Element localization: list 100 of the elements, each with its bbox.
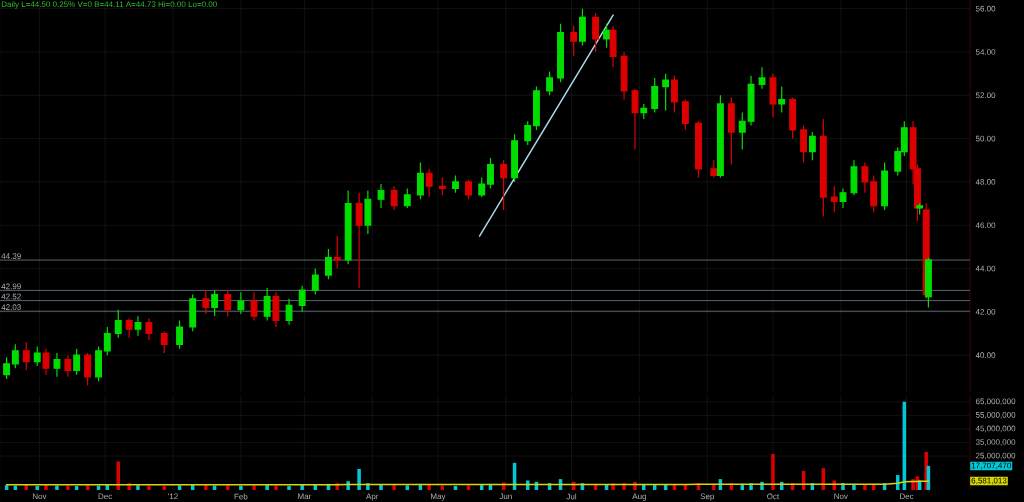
- ref-line-label: 42.52: [1, 293, 21, 300]
- candlestick: [839, 187, 847, 209]
- candlestick: [716, 94, 724, 179]
- chart-title: Daily L=44.50 0.25% V=0 B=44.11 A=44.73 Hi=0.00 Lo=0.00: [1, 1, 217, 9]
- candlestick: [603, 23, 610, 49]
- candlestick: [789, 96, 797, 140]
- y-tick-label: 40.00: [975, 352, 996, 358]
- candlestick: [870, 174, 878, 213]
- candlestick: [861, 161, 869, 194]
- candlestick: [546, 70, 554, 96]
- candlestick: [452, 174, 459, 194]
- x-tick-label: Mar: [298, 493, 312, 500]
- x-tick-label: Feb: [234, 493, 248, 500]
- candlestick: [114, 309, 122, 339]
- bar: [287, 485, 291, 490]
- candlestick: [33, 345, 41, 367]
- candlestick: [103, 326, 111, 356]
- y-tick-label: 55,000,000: [975, 412, 1016, 419]
- bar: [66, 485, 70, 490]
- candlestick: [808, 131, 816, 161]
- candlestick: [364, 189, 372, 235]
- candlestick: [500, 159, 508, 211]
- candlestick: [511, 133, 519, 183]
- candlestick: [22, 341, 30, 371]
- candlestick: [710, 159, 718, 179]
- bar: [771, 454, 775, 490]
- candlestick: [125, 317, 133, 339]
- bar: [466, 485, 471, 490]
- x-tick-label: Jun: [499, 493, 512, 500]
- bar: [427, 484, 431, 490]
- candlestick: [557, 23, 564, 83]
- x-tick-label: May: [431, 493, 446, 501]
- candlestick: [64, 354, 72, 378]
- candlestick: [738, 112, 746, 151]
- candlestick: [3, 356, 11, 380]
- candlestick: [176, 319, 184, 350]
- bar: [642, 484, 646, 490]
- ref-line-label: 42.03: [1, 304, 21, 310]
- x-tick-label: Nov: [834, 493, 848, 500]
- candlestick: [620, 51, 628, 101]
- candlestick: [640, 103, 648, 120]
- y-tick-label: 65,000,000: [975, 398, 1016, 406]
- bar: [357, 468, 361, 490]
- bar: [147, 485, 151, 490]
- bar: [162, 485, 166, 490]
- candlestick: [285, 298, 293, 326]
- candlestick: [609, 25, 617, 68]
- candlestick: [570, 25, 578, 57]
- candlestick: [830, 185, 838, 213]
- x-tick-label: Apr: [366, 493, 379, 501]
- candlestick: [145, 317, 153, 341]
- bar: [35, 485, 39, 490]
- candlestick: [881, 161, 889, 211]
- candlestick: [325, 248, 332, 280]
- candlestick: [592, 12, 600, 53]
- candlestick: [355, 192, 363, 289]
- candlestick: [189, 293, 197, 332]
- x-tick-label: Aug: [632, 493, 646, 501]
- candlestick: [478, 176, 486, 198]
- y-tick-label: 52.00: [975, 92, 996, 99]
- candlestick: [377, 183, 385, 209]
- candlestick: [224, 289, 232, 317]
- bar: [405, 485, 410, 490]
- x-tick-label: Nov: [32, 493, 47, 500]
- candlestick: [53, 352, 61, 378]
- candlestick: [819, 118, 827, 218]
- y-tick-label: 42.00: [975, 309, 996, 315]
- candlestick: [344, 189, 352, 265]
- x-tick-label: Dec: [98, 493, 113, 500]
- candlestick: [579, 8, 586, 47]
- candlestick: [84, 352, 92, 387]
- candlestick: [524, 120, 532, 146]
- y-tick-label: 54.00: [975, 49, 996, 55]
- candlestick: [533, 86, 540, 131]
- candlestick: [727, 96, 735, 166]
- ref-line-label: 42.99: [1, 283, 21, 290]
- candlestick: [390, 185, 398, 211]
- bar: [239, 485, 243, 490]
- x-tick-label: Jul: [566, 493, 577, 500]
- candlestick: [631, 88, 639, 151]
- candlestick: [747, 75, 755, 127]
- candlestick: [403, 187, 411, 209]
- text: 6,581,013: [971, 477, 1007, 485]
- bar: [863, 484, 867, 490]
- candlestick: [311, 267, 319, 296]
- candlestick: [465, 179, 473, 200]
- text: 17,707,470: [971, 462, 1011, 470]
- x-tick-label: Sep: [700, 493, 715, 501]
- candlestick: [160, 330, 168, 354]
- candlestick: [662, 73, 670, 112]
- x-tick-label: Oct: [767, 493, 780, 500]
- candlestick: [11, 343, 19, 369]
- candlestick: [416, 161, 424, 200]
- bar: [274, 485, 278, 490]
- candlestick: [202, 289, 210, 315]
- x-tick-label: Dec: [900, 493, 914, 500]
- candlestick: [263, 287, 271, 322]
- x-tick-label: '12: [168, 493, 178, 500]
- candlestick: [272, 291, 280, 328]
- candlestick: [95, 345, 102, 382]
